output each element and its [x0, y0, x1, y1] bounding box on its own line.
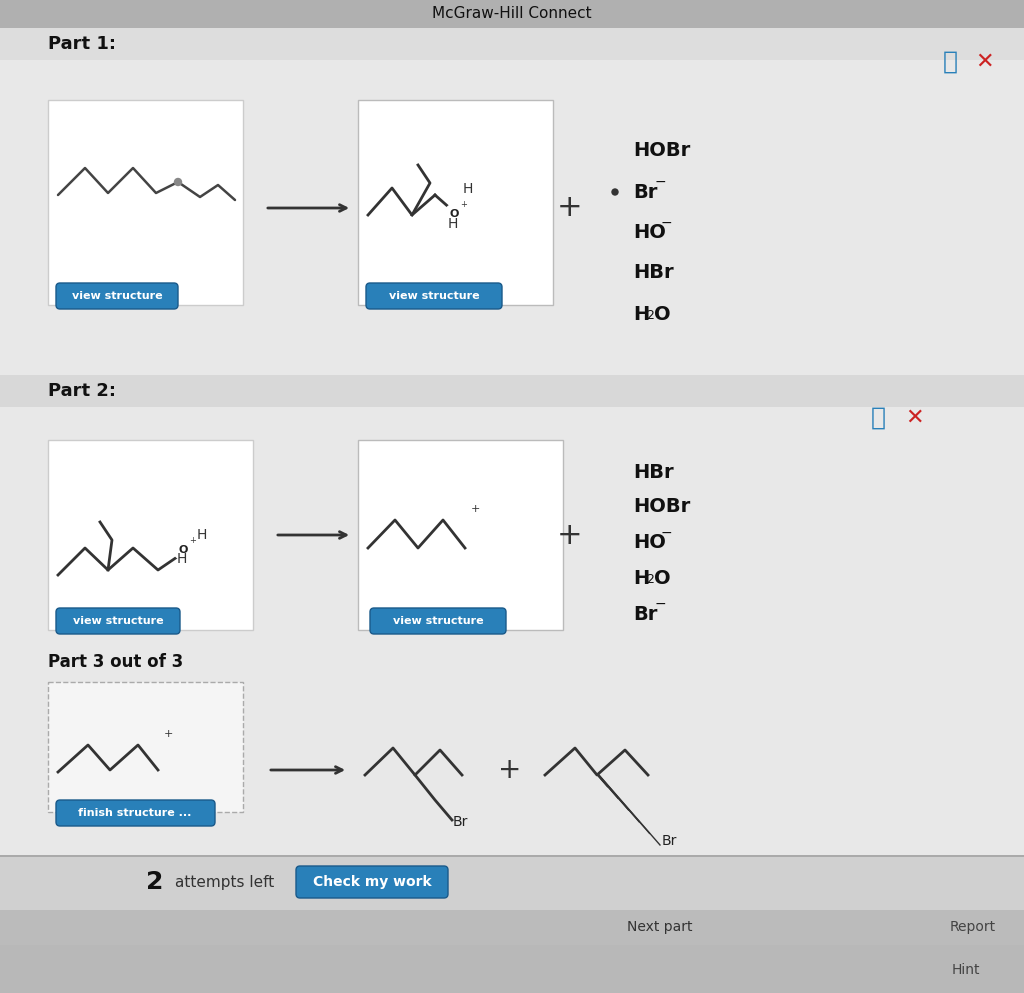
Text: Br: Br [633, 605, 657, 624]
Text: ✕: ✕ [976, 52, 994, 72]
FancyBboxPatch shape [56, 800, 215, 826]
FancyBboxPatch shape [48, 682, 243, 812]
Text: attempts left: attempts left [175, 875, 274, 890]
FancyBboxPatch shape [366, 283, 502, 309]
Text: H: H [463, 182, 473, 196]
Text: Hint: Hint [951, 963, 980, 977]
FancyBboxPatch shape [370, 608, 506, 634]
Text: ⌕: ⌕ [870, 406, 886, 430]
Text: McGraw-Hill Connect: McGraw-Hill Connect [432, 7, 592, 22]
Text: −: − [662, 216, 673, 230]
Text: view structure: view structure [72, 291, 163, 301]
Circle shape [174, 541, 193, 559]
Text: Part 3 out of 3: Part 3 out of 3 [48, 653, 183, 671]
Text: +: + [557, 520, 583, 549]
Text: −: − [655, 597, 667, 611]
Text: +: + [499, 756, 521, 784]
FancyBboxPatch shape [0, 910, 1024, 945]
Circle shape [612, 189, 618, 195]
Text: HBr: HBr [633, 263, 674, 282]
Text: HOBr: HOBr [633, 140, 690, 160]
Text: +: + [164, 729, 173, 739]
Text: HO: HO [633, 533, 666, 552]
Text: Br: Br [453, 815, 468, 829]
Circle shape [174, 179, 181, 186]
FancyBboxPatch shape [0, 945, 1024, 993]
Text: H: H [633, 569, 649, 588]
Circle shape [445, 205, 463, 223]
Text: O: O [450, 209, 459, 219]
Text: O: O [178, 545, 187, 555]
Text: ✕: ✕ [905, 408, 925, 428]
Text: view structure: view structure [392, 616, 483, 626]
Text: O: O [654, 569, 671, 588]
FancyBboxPatch shape [0, 855, 1024, 857]
Text: HOBr: HOBr [633, 497, 690, 516]
Text: Report: Report [950, 920, 996, 934]
Text: HBr: HBr [633, 463, 674, 482]
FancyBboxPatch shape [48, 100, 243, 305]
Text: Next part: Next part [628, 920, 693, 934]
Text: −: − [662, 526, 673, 540]
Text: −: − [655, 175, 667, 189]
FancyBboxPatch shape [0, 0, 1024, 28]
Text: +: + [460, 200, 467, 209]
Text: Check my work: Check my work [312, 875, 431, 889]
FancyBboxPatch shape [56, 608, 180, 634]
Text: +: + [471, 504, 480, 514]
FancyBboxPatch shape [0, 855, 1024, 945]
Text: HO: HO [633, 223, 666, 242]
Text: finish structure ...: finish structure ... [78, 808, 191, 818]
Text: 2: 2 [646, 309, 654, 322]
Text: +: + [189, 536, 196, 545]
Text: Part 2:: Part 2: [48, 382, 116, 400]
Text: H: H [633, 305, 649, 324]
Text: Br: Br [662, 834, 677, 848]
Text: 2: 2 [146, 870, 164, 894]
Text: H: H [449, 217, 459, 231]
Text: +: + [557, 194, 583, 222]
FancyBboxPatch shape [0, 28, 1024, 60]
FancyBboxPatch shape [48, 440, 253, 630]
Text: O: O [654, 305, 671, 324]
FancyBboxPatch shape [56, 283, 178, 309]
Text: view structure: view structure [389, 291, 479, 301]
FancyBboxPatch shape [358, 100, 553, 305]
Text: 2: 2 [646, 573, 654, 586]
FancyBboxPatch shape [296, 866, 449, 898]
FancyBboxPatch shape [358, 440, 563, 630]
FancyBboxPatch shape [0, 375, 1024, 407]
Text: Part 1:: Part 1: [48, 35, 116, 53]
Text: view structure: view structure [73, 616, 163, 626]
Text: Br: Br [633, 183, 657, 202]
Text: ⌕: ⌕ [942, 50, 957, 74]
Text: H: H [197, 528, 208, 542]
Text: H: H [177, 552, 187, 566]
